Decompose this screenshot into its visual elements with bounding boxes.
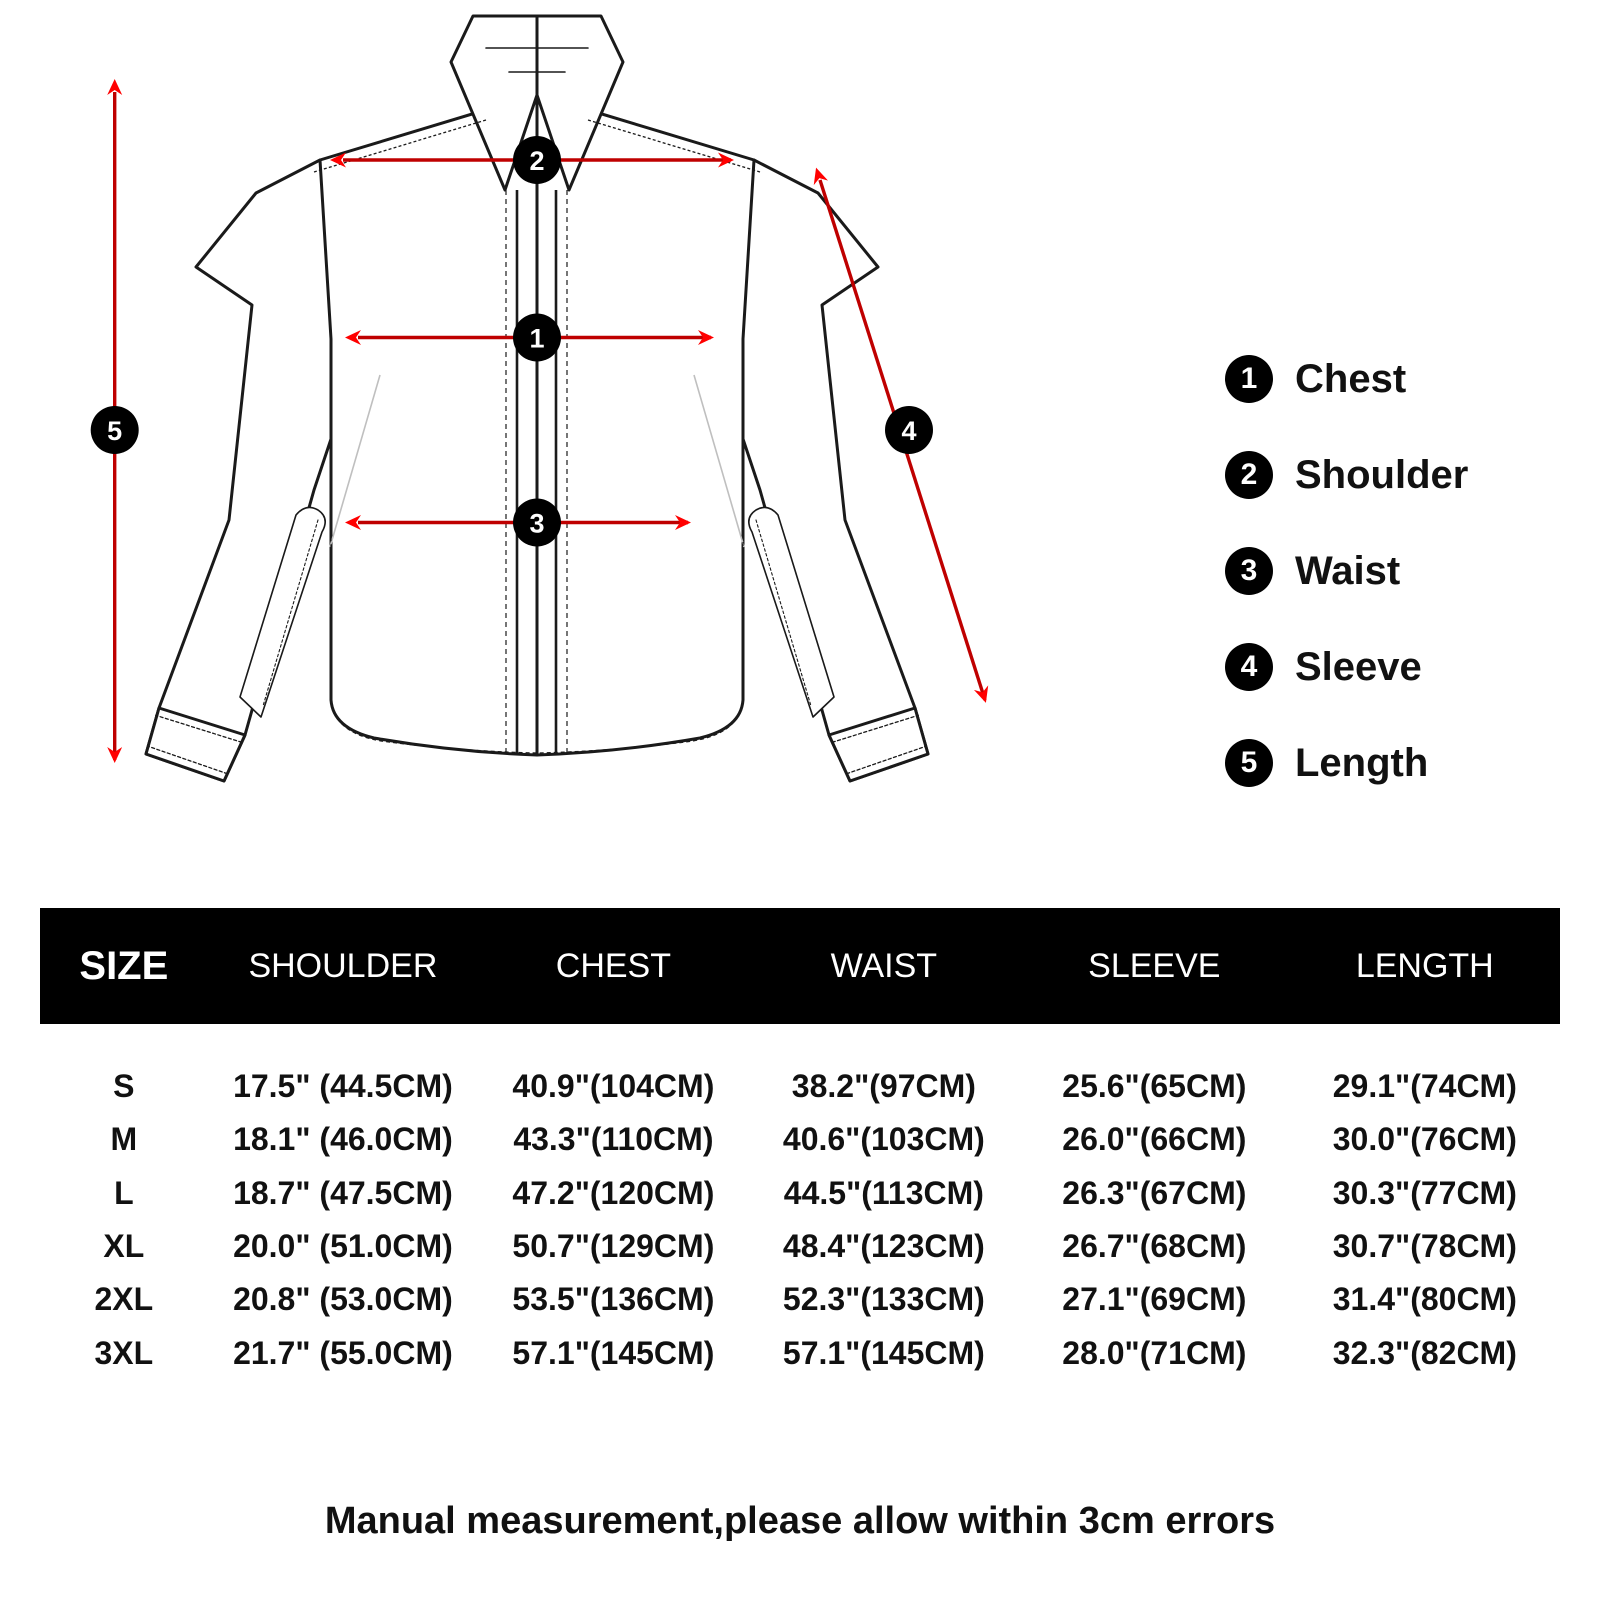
svg-text:2: 2 <box>529 146 544 176</box>
svg-text:3: 3 <box>529 509 544 539</box>
svg-text:1: 1 <box>529 324 544 354</box>
svg-text:5: 5 <box>107 416 122 446</box>
svg-text:4: 4 <box>901 416 916 446</box>
